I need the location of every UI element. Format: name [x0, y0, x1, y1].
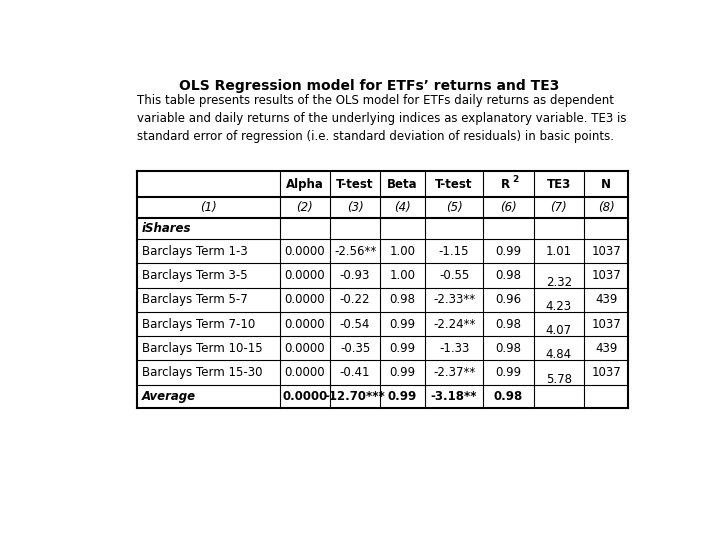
Text: (4): (4)	[394, 201, 411, 214]
Text: 0.0000: 0.0000	[284, 269, 325, 282]
Text: 0.0000: 0.0000	[282, 390, 328, 403]
Text: -3.18**: -3.18**	[431, 390, 477, 403]
Text: iShares: iShares	[142, 222, 192, 235]
Text: 0.99: 0.99	[495, 366, 521, 379]
Text: T-test: T-test	[436, 178, 473, 191]
Text: 0.99: 0.99	[388, 390, 417, 403]
Text: 2: 2	[512, 176, 518, 185]
Text: -2.37**: -2.37**	[433, 366, 475, 379]
Text: -0.41: -0.41	[340, 366, 370, 379]
Text: TE3: TE3	[546, 178, 571, 191]
Text: T-test: T-test	[336, 178, 374, 191]
Text: 0.0000: 0.0000	[284, 366, 325, 379]
Text: 5.78: 5.78	[546, 373, 572, 386]
Text: Barclays Term 3-5: Barclays Term 3-5	[142, 269, 248, 282]
Text: 0.98: 0.98	[390, 293, 415, 306]
Text: -0.22: -0.22	[340, 293, 370, 306]
Text: 0.0000: 0.0000	[284, 245, 325, 258]
Text: 1037: 1037	[591, 318, 621, 330]
Text: 1037: 1037	[591, 245, 621, 258]
Text: 0.98: 0.98	[495, 318, 521, 330]
Text: (8): (8)	[598, 201, 615, 214]
Text: 0.99: 0.99	[495, 245, 521, 258]
Text: 0.0000: 0.0000	[284, 293, 325, 306]
Text: 439: 439	[595, 293, 617, 306]
Text: 0.98: 0.98	[495, 269, 521, 282]
Text: 0.0000: 0.0000	[284, 342, 325, 355]
Text: -2.24**: -2.24**	[433, 318, 475, 330]
Text: Alpha: Alpha	[286, 178, 324, 191]
Text: 0.0000: 0.0000	[284, 318, 325, 330]
Text: Barclays Term 7-10: Barclays Term 7-10	[142, 318, 255, 330]
Text: 0.96: 0.96	[495, 293, 521, 306]
Text: (6): (6)	[500, 201, 517, 214]
Text: -12.70***: -12.70***	[325, 390, 385, 403]
Text: Barclays Term 15-30: Barclays Term 15-30	[142, 366, 262, 379]
Text: (2): (2)	[297, 201, 313, 214]
Text: (5): (5)	[446, 201, 462, 214]
Text: -2.33**: -2.33**	[433, 293, 475, 306]
Text: 1.01: 1.01	[546, 245, 572, 258]
Text: Beta: Beta	[387, 178, 418, 191]
Text: 4.84: 4.84	[546, 348, 572, 361]
Text: 2.32: 2.32	[546, 275, 572, 288]
Text: Barclays Term 5-7: Barclays Term 5-7	[142, 293, 248, 306]
Text: N: N	[601, 178, 611, 191]
Text: (7): (7)	[550, 201, 567, 214]
Text: -0.55: -0.55	[439, 269, 469, 282]
Text: -1.15: -1.15	[439, 245, 469, 258]
Text: Average: Average	[142, 390, 196, 403]
Text: -0.93: -0.93	[340, 269, 370, 282]
Text: -2.56**: -2.56**	[334, 245, 376, 258]
Text: -0.54: -0.54	[340, 318, 370, 330]
Text: (3): (3)	[346, 201, 364, 214]
Text: 0.99: 0.99	[390, 342, 415, 355]
Text: 1.00: 1.00	[390, 245, 415, 258]
Text: This table presents results of the OLS model for ETFs daily returns as dependent: This table presents results of the OLS m…	[138, 94, 627, 143]
Text: 0.98: 0.98	[494, 390, 523, 403]
Text: (1): (1)	[200, 201, 217, 214]
Text: OLS Regression model for ETFs’ returns and TE3: OLS Regression model for ETFs’ returns a…	[179, 79, 559, 93]
Text: 439: 439	[595, 342, 617, 355]
Text: -0.35: -0.35	[340, 342, 370, 355]
Text: R: R	[501, 178, 510, 191]
Text: 1037: 1037	[591, 269, 621, 282]
Text: 1037: 1037	[591, 366, 621, 379]
Text: 1.00: 1.00	[390, 269, 415, 282]
Text: 4.07: 4.07	[546, 324, 572, 337]
Text: Barclays Term 10-15: Barclays Term 10-15	[142, 342, 263, 355]
Text: Barclays Term 1-3: Barclays Term 1-3	[142, 245, 248, 258]
Text: 0.99: 0.99	[390, 366, 415, 379]
Text: 4.23: 4.23	[546, 300, 572, 313]
Text: 0.99: 0.99	[390, 318, 415, 330]
Text: 0.98: 0.98	[495, 342, 521, 355]
Text: -1.33: -1.33	[439, 342, 469, 355]
